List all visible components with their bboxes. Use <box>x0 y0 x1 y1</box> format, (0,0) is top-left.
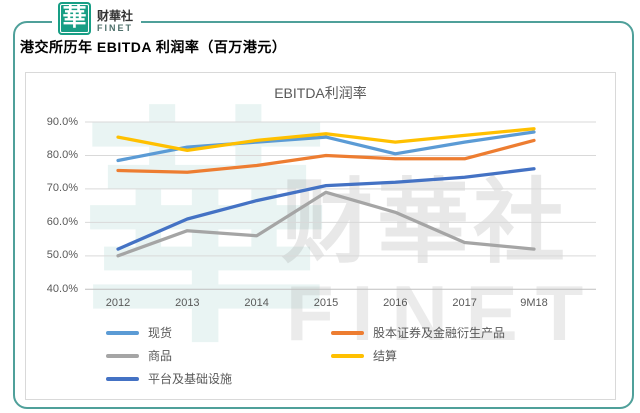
y-axis-tick-label: 90.0% <box>46 115 78 128</box>
legend-label: 现货 <box>148 326 173 340</box>
line-chart-plot <box>85 121 596 290</box>
brand-subtitle: FINET <box>97 23 133 33</box>
legend-marker <box>106 353 139 358</box>
series-line-0 <box>116 130 536 163</box>
legend-marker <box>106 376 139 381</box>
series-line-3 <box>116 127 536 153</box>
series-line-1 <box>116 138 536 174</box>
y-axis-tick-label: 50.0% <box>46 249 78 262</box>
x-axis-tick-label: 2017 <box>452 297 477 309</box>
legend-item: 平台及基础设施 <box>106 370 232 387</box>
y-axis-tick-label: 40.0% <box>46 282 78 295</box>
legend-marker <box>331 330 364 335</box>
legend-marker <box>331 353 364 358</box>
legend-item: 现货 <box>106 324 172 341</box>
series-line-4 <box>116 167 536 251</box>
legend-item: 商品 <box>106 347 172 364</box>
y-axis-tick-label: 60.0% <box>46 215 78 228</box>
legend-item: 股本证券及金融衍生产品 <box>331 324 505 341</box>
legend-marker <box>106 330 139 335</box>
finet-logo: 華 财華社 FINET <box>52 0 142 37</box>
legend-label: 商品 <box>148 349 173 363</box>
x-axis-tick-label: 2012 <box>105 297 131 309</box>
x-axis-tick-label: 9M18 <box>520 297 548 309</box>
legend-label: 平台及基础设施 <box>148 372 233 386</box>
x-axis-tick-label: 2013 <box>175 297 200 309</box>
page-title: 港交所历年 EBITDA 利润率（百万港元） <box>20 39 287 55</box>
x-axis-tick-label: 2014 <box>244 297 269 309</box>
chart-container: 華 财華社 FINET EBITDA利润率 90.0% 80.0% 70.0% 60.… <box>25 72 616 400</box>
series-line-2 <box>116 190 536 258</box>
finet-logo-text: 财華社 FINET <box>97 9 134 34</box>
chart-title: EBITDA利润率 <box>274 85 367 101</box>
page-border-frame <box>13 21 634 409</box>
legend-label: 结算 <box>373 349 398 363</box>
brand-name: 财華社 <box>97 9 134 23</box>
legend-item: 结算 <box>331 347 397 364</box>
x-axis-tick-label: 2016 <box>383 297 408 309</box>
x-axis-tick-label: 2015 <box>313 297 339 309</box>
finet-seal-icon: 華 <box>58 2 91 35</box>
y-axis-tick-label: 70.0% <box>46 182 78 195</box>
y-axis-tick-label: 80.0% <box>46 148 78 161</box>
legend-label: 股本证券及金融衍生产品 <box>373 326 506 340</box>
